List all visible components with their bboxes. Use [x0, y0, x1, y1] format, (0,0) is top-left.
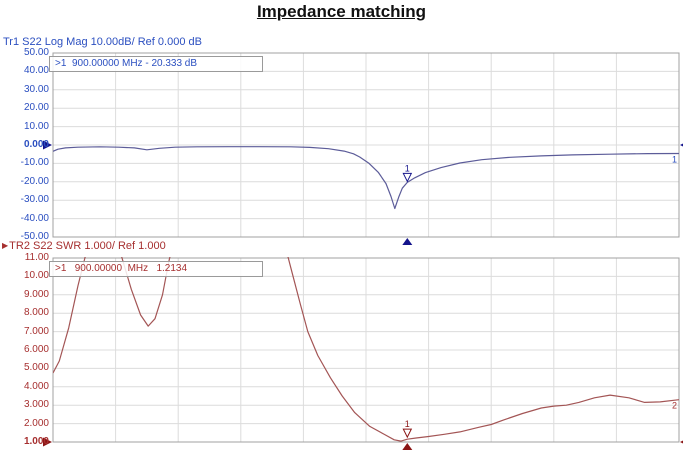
ref-level-right-icon [680, 440, 683, 444]
ref-level-right-icon [680, 143, 683, 147]
trace2-header-label: TR2 S22 SWR 1.000/ Ref 1.000 [9, 240, 166, 252]
trace-number-label: 2 [672, 401, 677, 411]
active-trace-icon: ▶ [2, 241, 9, 250]
marker1-readout: >1 900.00000 MHz - 20.333 dB [49, 56, 263, 72]
y-tick-label: 5.000 [23, 362, 49, 374]
y-tick-label: 11.00 [24, 252, 49, 263]
plot-frame [52, 257, 680, 443]
marker2-readout: >1 900.00000 MHz 1.2134 [49, 261, 263, 277]
y-tick-label: 9.000 [23, 288, 49, 300]
y-tick-label: 6.000 [23, 344, 49, 355]
page-title: Impedance matching [256, 2, 427, 21]
trace2-header: ▶TR2 S22 SWR 1.000/ Ref 1.000 [2, 240, 166, 252]
y-tick-label: 2.000 [23, 417, 49, 429]
ref-level-left-icon [43, 140, 52, 150]
y-tick-label: 4.000 [23, 380, 49, 392]
trace-number-label: 1 [672, 154, 677, 164]
y-tick-label: -30.00 [20, 194, 49, 206]
trace1-header-label: Tr1 S22 Log Mag 10.00dB/ Ref 0.000 dB [3, 36, 202, 48]
y-tick-label: -50.00 [20, 231, 49, 242]
trace1-header: Tr1 S22 Log Mag 10.00dB/ Ref 0.000 dB [2, 36, 202, 48]
ref-level-left-icon [43, 437, 52, 447]
y-tick-label: 0.000 [23, 139, 49, 150]
marker-number: 1 [405, 163, 410, 173]
y-tick-label: 10.00 [23, 120, 49, 132]
y-tick-label: 1.000 [23, 436, 49, 447]
y-tick-label: 20.00 [23, 102, 49, 114]
trace-line[interactable] [53, 203, 680, 442]
stimulus-marker-icon[interactable] [402, 443, 413, 450]
plot-canvas: 12 [43, 257, 683, 450]
y-tick-label: 30.00 [23, 83, 49, 95]
marker-triangle-icon[interactable] [402, 428, 413, 439]
y-tick-label: -40.00 [20, 212, 49, 224]
y-tick-label: 3.000 [23, 399, 49, 411]
plot-frame [52, 52, 680, 238]
y-tick-label: -20.00 [20, 175, 49, 187]
marker-triangle-icon[interactable] [402, 172, 413, 183]
grid-lines [53, 258, 679, 442]
y-tick-label: 50.00 [23, 47, 49, 58]
y-tick-label: 8.000 [23, 307, 49, 319]
y-tick-label: 7.000 [23, 325, 49, 337]
marker-number: 1 [405, 419, 410, 429]
trace-line[interactable] [53, 146, 680, 210]
plot-canvas: 11 [43, 52, 683, 245]
y-tick-label: 10.00 [23, 270, 49, 282]
y-tick-label: -10.00 [20, 157, 49, 169]
y-tick-label: 40.00 [23, 65, 49, 77]
grid-lines [53, 53, 679, 237]
stimulus-marker-icon[interactable] [402, 238, 413, 245]
